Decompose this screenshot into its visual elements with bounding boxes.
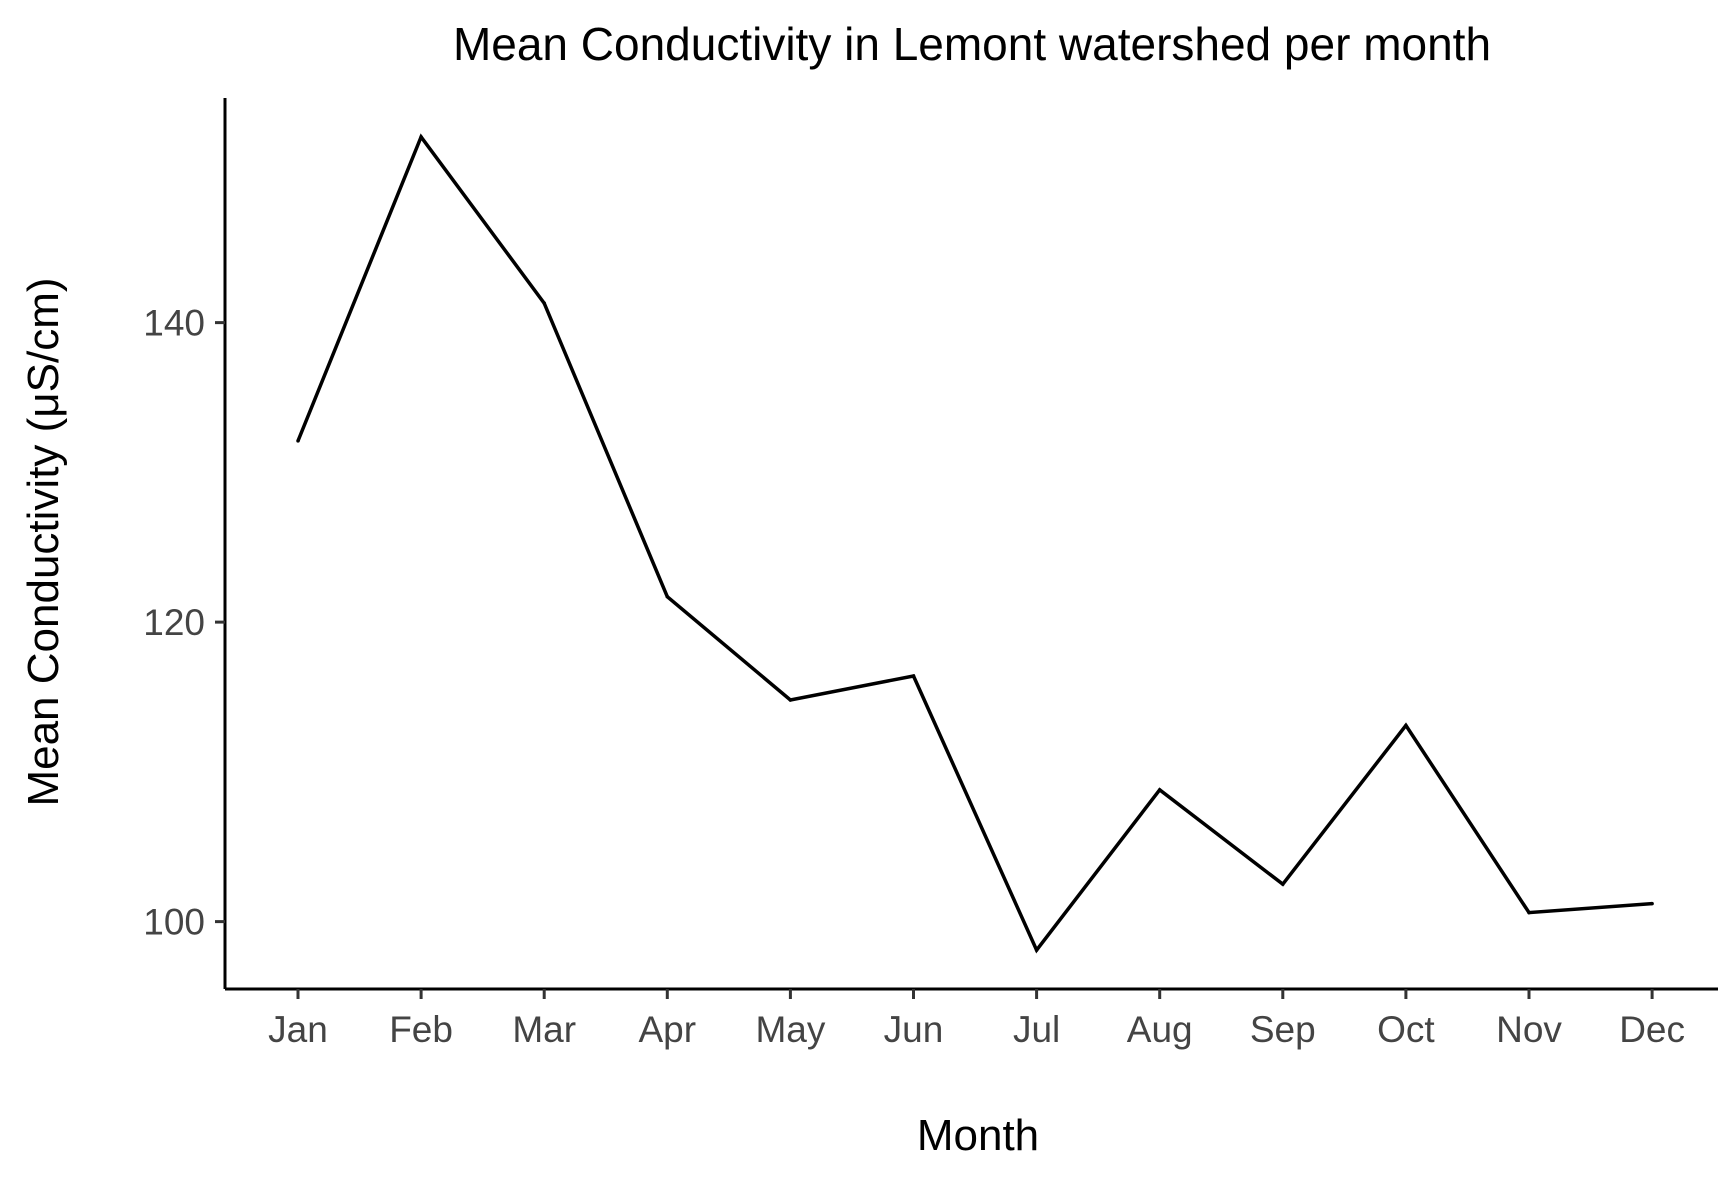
data-point [1650, 901, 1654, 906]
x-tick-label: Mar [512, 1009, 576, 1050]
series-line [296, 133, 1653, 954]
x-axis-ticks: Jan Feb Mar Apr May Jun Jul Aug Sep Oct Nov Dec [268, 989, 1685, 1050]
x-axis-title: Month [917, 1111, 1039, 1160]
data-point [1281, 882, 1285, 886]
x-tick-label: Sep [1250, 1009, 1316, 1050]
y-tick-label: 120 [143, 602, 205, 643]
data-point [1404, 723, 1408, 728]
y-tick-label: 140 [143, 303, 205, 344]
data-point [1527, 910, 1531, 915]
x-tick-label: Nov [1496, 1009, 1562, 1050]
y-axis-title: Mean Conductivity (μS/cm) [19, 277, 68, 806]
series-group [296, 133, 1654, 954]
data-point [542, 301, 546, 305]
x-tick-label: Feb [389, 1009, 453, 1050]
y-tick-label: 100 [143, 902, 205, 943]
y-axis-ticks: 100 120 140 [143, 303, 225, 943]
data-point [1157, 788, 1162, 792]
x-tick-label: Oct [1377, 1009, 1435, 1050]
x-tick-label: Apr [639, 1009, 697, 1050]
plot-area: 100 120 140 Jan Feb Mar Apr May Jun Jul Aug Sep Oct… [143, 98, 1718, 1050]
data-point [911, 674, 916, 678]
chart-title: Mean Conductivity in Lemont watershed pe… [453, 18, 1491, 70]
data-point [296, 439, 300, 443]
data-point [665, 594, 670, 599]
x-tick-label: May [755, 1009, 825, 1050]
data-point [419, 135, 423, 139]
x-tick-label: Dec [1619, 1009, 1685, 1050]
data-point [788, 698, 793, 702]
x-tick-label: Jul [1013, 1009, 1060, 1050]
x-tick-label: Aug [1127, 1009, 1193, 1050]
x-tick-label: Jan [268, 1009, 328, 1050]
x-tick-label: Jun [884, 1009, 944, 1050]
data-point [1034, 948, 1039, 952]
